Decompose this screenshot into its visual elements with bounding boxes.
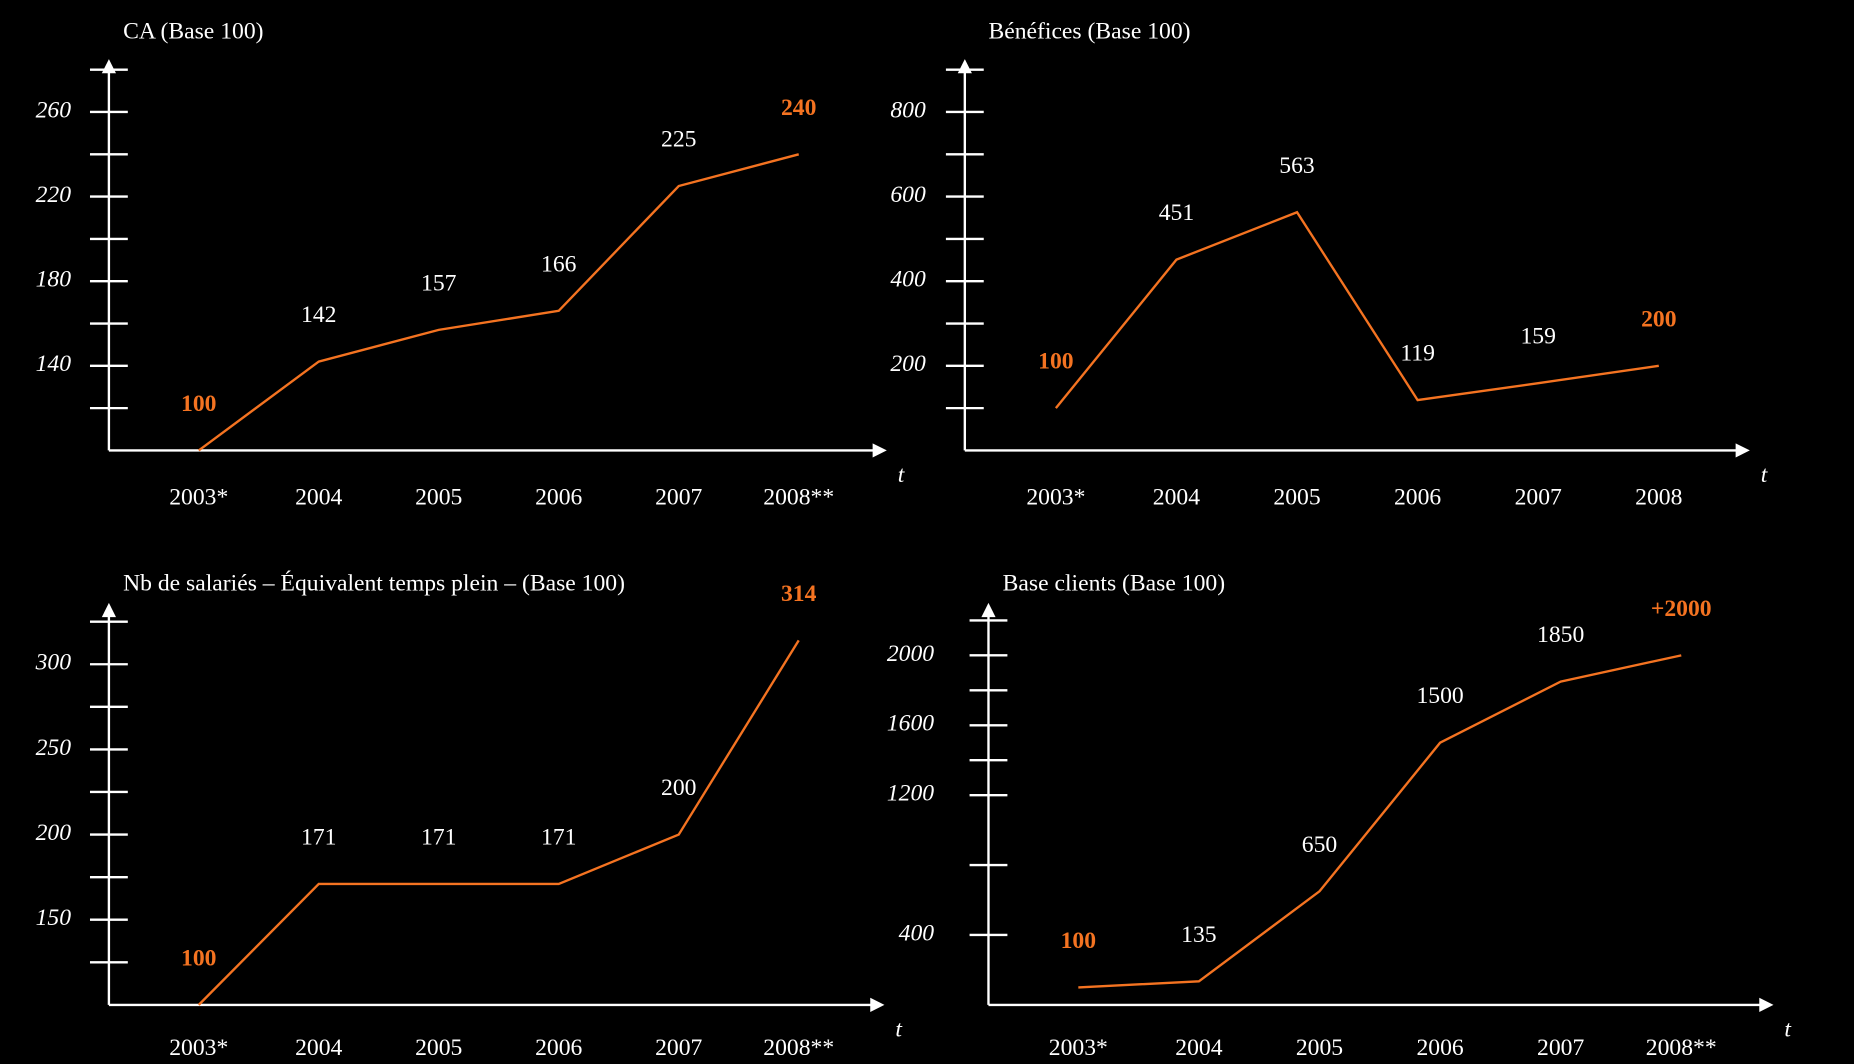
x-tick-label: 2003*: [169, 484, 228, 510]
y-tick-label: 220: [36, 182, 72, 208]
value-label: 100: [181, 945, 216, 971]
x-tick-label: 2004: [1175, 1035, 1222, 1061]
value-label: 451: [1159, 200, 1194, 226]
x-axis-arrow: [872, 443, 887, 458]
value-label: 119: [1400, 341, 1435, 367]
y-tick-label: 800: [890, 97, 926, 123]
y-tick-label: 200: [890, 351, 926, 377]
value-label: 142: [301, 302, 336, 328]
y-tick-label: 260: [36, 97, 72, 123]
x-tick-label: 2008**: [1646, 1035, 1717, 1061]
y-tick-label: 250: [36, 735, 72, 761]
chart-title: Base clients (Base 100): [1003, 571, 1225, 597]
x-tick-label: 2006: [535, 484, 582, 510]
value-label: 100: [181, 391, 216, 417]
value-label: 314: [781, 581, 817, 607]
x-axis-label: t: [898, 462, 906, 488]
x-tick-label: 2004: [295, 484, 342, 510]
chart-title: Nb de salariés – Équivalent temps plein …: [123, 571, 625, 597]
value-label: 563: [1279, 153, 1314, 179]
value-label: 157: [421, 270, 457, 296]
value-label: 200: [1641, 306, 1676, 332]
value-label: 1500: [1416, 683, 1463, 709]
x-tick-label: 2003*: [1049, 1035, 1108, 1061]
y-tick-label: 2000: [887, 641, 934, 667]
x-tick-label: 2005: [1296, 1035, 1343, 1061]
y-axis-arrow: [981, 602, 996, 618]
x-tick-label: 2005: [415, 484, 462, 510]
x-tick-label: 2007: [655, 1035, 702, 1061]
x-tick-label: 2005: [1273, 484, 1320, 510]
data-line: [197, 639, 800, 1006]
x-axis-arrow: [870, 997, 885, 1012]
value-label: 650: [1302, 832, 1337, 858]
y-tick-label: 180: [36, 267, 72, 293]
value-label: 200: [661, 775, 696, 801]
chart-title: Bénéfices (Base 100): [988, 19, 1190, 45]
x-tick-label: 2005: [415, 1035, 462, 1061]
value-label: 100: [1061, 928, 1096, 954]
x-axis-label: t: [895, 1016, 903, 1042]
value-label: 171: [421, 824, 456, 850]
x-tick-label: 2007: [1515, 484, 1562, 510]
x-tick-label: 2003*: [169, 1035, 228, 1061]
value-label: 166: [541, 251, 577, 277]
value-label: 225: [661, 127, 696, 153]
x-tick-label: 2006: [535, 1035, 582, 1061]
x-tick-label: 2007: [1537, 1035, 1584, 1061]
value-label: 100: [1038, 349, 1073, 375]
value-label: 240: [781, 95, 816, 121]
y-tick-label: 150: [36, 905, 72, 931]
y-tick-label: 400: [890, 267, 926, 293]
value-label: 135: [1181, 922, 1216, 948]
y-tick-label: 400: [899, 920, 935, 946]
data-line: [1078, 654, 1682, 989]
value-label: 171: [541, 824, 576, 850]
x-tick-label: 2004: [1153, 484, 1200, 510]
data-line: [1054, 210, 1659, 409]
value-label: +2000: [1651, 596, 1712, 622]
value-label: 171: [301, 824, 336, 850]
y-tick-label: 300: [35, 650, 72, 676]
y-tick-label: 1600: [887, 711, 934, 737]
x-axis-label: t: [1761, 462, 1769, 488]
y-axis-arrow: [101, 602, 116, 618]
y-tick-label: 140: [36, 351, 72, 377]
x-tick-label: 2008**: [763, 1035, 834, 1061]
x-tick-label: 2003*: [1026, 484, 1085, 510]
x-axis-arrow: [1735, 443, 1750, 458]
x-tick-label: 2008**: [763, 484, 834, 510]
y-axis-arrow: [957, 59, 972, 74]
value-label: 159: [1520, 324, 1555, 350]
chart-title: CA (Base 100): [123, 19, 263, 45]
x-tick-label: 2006: [1416, 1035, 1463, 1061]
data-line: [198, 153, 800, 452]
x-tick-label: 2008: [1635, 484, 1682, 510]
x-tick-label: 2007: [655, 484, 702, 510]
x-axis-arrow: [1759, 997, 1774, 1012]
x-tick-label: 2004: [295, 1035, 342, 1061]
y-tick-label: 200: [36, 820, 72, 846]
y-tick-label: 1200: [887, 781, 934, 807]
value-label: 1850: [1537, 622, 1584, 648]
x-tick-label: 2006: [1394, 484, 1441, 510]
x-axis-label: t: [1784, 1016, 1792, 1042]
y-tick-label: 600: [890, 182, 926, 208]
y-axis-arrow: [101, 59, 116, 74]
